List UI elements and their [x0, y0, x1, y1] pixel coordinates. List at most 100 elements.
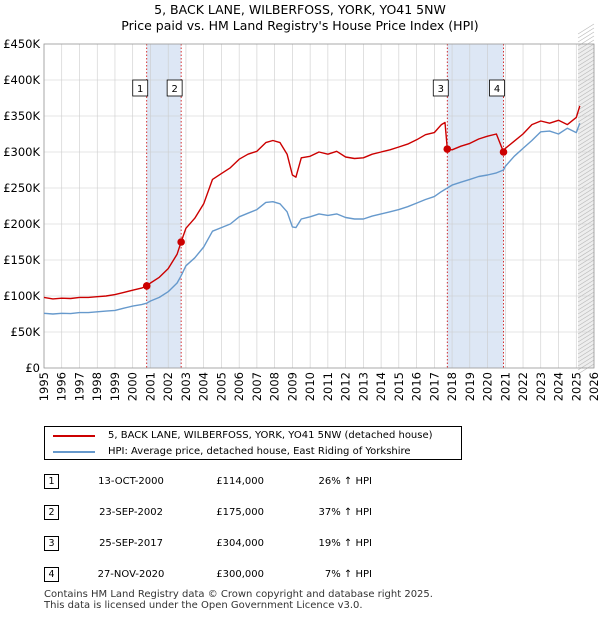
forecast-hatch-line [577, 363, 595, 375]
legend-label-hpi: HPI: Average price, detached house, East… [108, 446, 411, 457]
x-tick-label: 2013 [356, 372, 370, 401]
chart-badge-2 [166, 79, 183, 97]
y-tick-labels: £0 £50K £100K £150K £200K £250K £300K £350K £400… [3, 37, 40, 375]
forecast-hatch-line [577, 39, 595, 51]
forecast-hatch-line [577, 283, 595, 295]
forecast-hatch-line [577, 111, 595, 123]
forecast-hatch-line [577, 119, 595, 131]
x-tick-label: 2010 [303, 372, 317, 401]
plot-frame [43, 43, 595, 369]
forecast-hatch-line [577, 63, 595, 75]
sale-date: 25-SEP-2017 [99, 538, 163, 549]
forecast-hatch-line [577, 211, 595, 223]
sale-hpi-change: 37% ↑ HPI [318, 507, 372, 518]
forecast-hatch-line [577, 295, 595, 307]
y-tick-label: £0 [25, 361, 40, 375]
forecast-hatch-line [577, 259, 595, 271]
forecast-hatch-line [577, 299, 595, 311]
x-tick-label: 1996 [55, 372, 69, 401]
x-tick-label: 2007 [250, 372, 264, 401]
x-tick-label: 1995 [37, 372, 51, 401]
x-tick-label: 2024 [552, 372, 566, 401]
forecast-hatch-line [577, 243, 595, 255]
sale-date: 13-OCT-2000 [98, 476, 164, 487]
forecast-hatch-line [577, 23, 595, 35]
footer: Contains HM Land Registry data © Crown c… [44, 589, 584, 611]
forecast-hatch-line [577, 219, 595, 231]
y-tick-label: £150K [3, 253, 40, 267]
forecast-hatch-line [577, 263, 595, 275]
forecast-hatch-line [577, 51, 595, 63]
forecast-hatch-line [577, 291, 595, 303]
forecast-hatch-line [577, 147, 595, 159]
forecast-hatch-line [577, 91, 595, 103]
forecast-hatch-line [577, 87, 595, 99]
footer-licence: This data is licensed under the Open Gov… [44, 600, 363, 611]
sale-date: 27-NOV-2020 [97, 569, 165, 580]
forecast-hatch-line [577, 207, 595, 219]
x-tick-label: 2020 [481, 372, 495, 401]
chart-title: 5, BACK LANE, WILBERFOSS, YORK, YO41 5NW [154, 2, 446, 17]
forecast-hatch-line [577, 95, 595, 107]
sale-price: £175,000 [216, 507, 264, 518]
sale-badge: 1 [44, 474, 59, 489]
forecast-hatch-line [577, 71, 595, 83]
x-tick-label: 1997 [72, 372, 86, 401]
chart-subtitle: Price paid vs. HM Land Registry's House … [121, 18, 479, 33]
forecast-hatch-line [577, 159, 595, 171]
forecast-hatch-line [577, 195, 595, 207]
forecast-hatch-line [577, 143, 595, 155]
y-tick-label: £200K [3, 217, 40, 231]
sale-point-4 [499, 148, 508, 156]
forecast-hatch-line [577, 247, 595, 259]
sale-point-2 [177, 238, 185, 246]
x-tick-label: 2014 [374, 372, 388, 401]
y-tick-label: £50K [11, 325, 41, 339]
x-tick-label: 2021 [498, 372, 512, 401]
x-tick-label: 2006 [232, 372, 246, 401]
hpi-line [43, 122, 581, 315]
sale-badge: 3 [44, 536, 59, 551]
x-tick-label: 2026 [587, 372, 600, 401]
x-tick-label: 2012 [339, 372, 353, 401]
sale-vlines [146, 44, 504, 368]
forecast-hatch-line [577, 67, 595, 79]
forecast-hatch-line [577, 319, 595, 331]
forecast-hatch-line [577, 255, 595, 267]
x-tick-label: 2017 [427, 372, 441, 401]
x-tick-labels: 1995 1996 1997 1998 1999 2000 2001 2002 2003 2004… [37, 372, 600, 401]
grid-lines [43, 43, 595, 369]
x-tick-label: 2018 [445, 372, 459, 401]
forecast-hatch-line [577, 303, 595, 315]
forecast-hatch-line [577, 287, 595, 299]
forecast-hatch-line [577, 171, 595, 183]
forecast-hatch-line [577, 267, 595, 279]
axes [43, 43, 595, 369]
forecast-hatch-line [577, 327, 595, 339]
forecast-hatch-line [577, 27, 595, 39]
forecast-hatch-line [577, 199, 595, 211]
x-tick-label: 2015 [392, 372, 406, 401]
forecast-hatch-line [577, 311, 595, 323]
forecast-hatch-line [577, 131, 595, 143]
legend-swatch-hpi [53, 451, 95, 453]
forecast-hatch-line [577, 239, 595, 251]
x-tick-label: 2009 [285, 372, 299, 401]
forecast-hatch-line [577, 167, 595, 179]
forecast-hatch-line [577, 75, 595, 87]
sale-point-1 [142, 282, 151, 290]
sale-points [142, 145, 508, 290]
forecast-hatch-line [577, 275, 595, 287]
x-tick-label: 2025 [569, 372, 583, 401]
chart-badge-4 [489, 79, 505, 97]
forecast-hatch-line [577, 135, 595, 147]
x-tick-label: 2016 [410, 372, 424, 401]
forecast-hatch-line [577, 347, 595, 359]
forecast-hatch-line [577, 179, 595, 191]
forecast-hatch-line [577, 151, 595, 163]
x-tick-label: 2008 [268, 372, 282, 401]
chart-badge-label: 3 [438, 84, 444, 95]
x-tick-label: 2005 [214, 372, 228, 401]
forecast-hatch-line [577, 43, 595, 55]
forecast-hatch-line [577, 223, 595, 235]
